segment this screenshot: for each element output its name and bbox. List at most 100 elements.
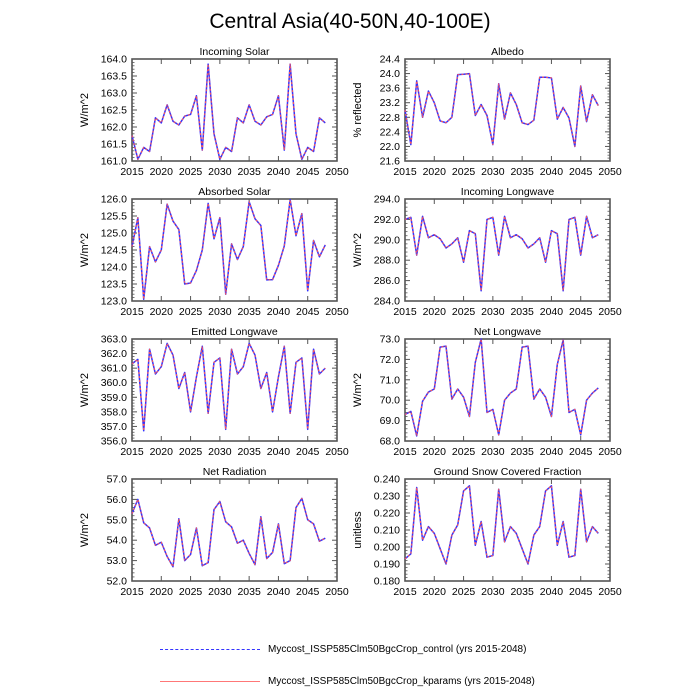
x-tick-label: 2045 (296, 446, 320, 458)
x-tick-label: 2015 (120, 446, 144, 458)
panel-net-radiation: Net Radiation 2015 2020 2025 2030 2035 2040 204… (79, 466, 349, 598)
x-tick-label: 2045 (296, 306, 320, 318)
series-line-control (131, 342, 326, 432)
x-tick-label: 2045 (569, 446, 593, 458)
x-tick-label: 2050 (598, 306, 622, 318)
legend-label-kparams: Myccost_ISSP585Clm50BgcCrop_kparams (yrs… (268, 675, 535, 687)
y-tick-label: 161.5 (101, 139, 127, 151)
plot-frame (131, 338, 338, 442)
x-tick-label: 2025 (179, 166, 203, 178)
y-tick-label: 284.0 (374, 296, 400, 308)
x-tick-label: 2040 (540, 306, 564, 318)
figure-title: Central Asia(40-50N,40-100E) (209, 10, 491, 33)
x-tick-label: 2035 (510, 446, 534, 458)
x-tick-label: 2035 (510, 586, 534, 598)
y-tick-label: 162.5 (101, 105, 127, 117)
panel-title: Emitted Longwave (191, 326, 278, 338)
y-axis-label: W/m^2 (352, 373, 364, 407)
x-tick-label: 2025 (179, 306, 203, 318)
x-tick-label: 2015 (120, 586, 144, 598)
x-tick-label: 2030 (208, 586, 232, 598)
plot-frame (404, 478, 611, 582)
x-tick-label: 2030 (481, 166, 505, 178)
y-tick-label: 68.0 (380, 436, 401, 448)
y-tick-label: 71.0 (380, 374, 401, 386)
x-tick-label: 2040 (267, 586, 291, 598)
y-tick-label: 0.190 (374, 559, 400, 571)
y-tick-label: 360.0 (101, 377, 127, 389)
plot-frame (131, 58, 338, 162)
y-tick-label: 359.0 (101, 392, 127, 404)
y-tick-label: 162.0 (101, 122, 127, 134)
panel-net-longwave: Net Longwave 2015 2020 2025 2030 2035 2040 2045… (352, 326, 622, 458)
legend-entry-kparams: Myccost_ISSP585Clm50BgcCrop_kparams (yrs… (160, 673, 535, 689)
y-tick-label: 0.200 (374, 542, 400, 554)
y-tick-label: 21.6 (380, 156, 401, 168)
panel-ground-snow-covered-fraction: Ground Snow Covered Fraction 2015 2020 2025… (352, 466, 622, 598)
plot-frame (404, 58, 611, 162)
x-tick-label: 2050 (325, 166, 349, 178)
x-tick-label: 2035 (237, 166, 261, 178)
plot-frame (131, 478, 338, 582)
y-tick-label: 22.0 (380, 141, 401, 153)
y-tick-label: 23.6 (380, 83, 401, 95)
plot-frame (404, 338, 611, 442)
y-tick-label: 52.0 (107, 576, 128, 588)
x-tick-label: 2045 (296, 166, 320, 178)
y-tick-label: 55.0 (107, 514, 128, 526)
x-tick-label: 2030 (481, 306, 505, 318)
y-tick-label: 72.0 (380, 354, 401, 366)
series-line-control (404, 215, 599, 292)
x-tick-label: 2025 (452, 306, 476, 318)
y-tick-label: 358.0 (101, 406, 127, 418)
y-axis-label: W/m^2 (352, 233, 364, 267)
x-tick-label: 2015 (393, 306, 417, 318)
y-tick-label: 70.0 (380, 395, 401, 407)
y-tick-label: 356.0 (101, 436, 127, 448)
legend-label-control: Myccost_ISSP585Clm50BgcCrop_control (yrs… (268, 643, 527, 655)
legend-swatch-kparams (160, 680, 260, 682)
y-tick-label: 22.8 (380, 112, 401, 124)
y-axis-label: W/m^2 (79, 93, 91, 127)
x-tick-label: 2030 (481, 446, 505, 458)
x-tick-label: 2040 (267, 446, 291, 458)
x-tick-label: 2035 (237, 586, 261, 598)
x-tick-label: 2025 (452, 586, 476, 598)
y-tick-label: 0.230 (374, 491, 400, 503)
panel-emitted-longwave: Emitted Longwave 2015 2020 2025 2030 2035 2040… (79, 326, 349, 458)
x-tick-label: 2020 (423, 446, 447, 458)
y-tick-label: 53.0 (107, 555, 128, 567)
x-tick-label: 2030 (208, 446, 232, 458)
x-tick-label: 2025 (179, 586, 203, 598)
y-tick-label: 288.0 (374, 255, 400, 267)
x-tick-label: 2050 (325, 306, 349, 318)
y-tick-label: 126.0 (101, 194, 127, 206)
y-tick-label: 0.220 (374, 508, 400, 520)
x-tick-label: 2020 (423, 586, 447, 598)
x-tick-label: 2030 (208, 306, 232, 318)
x-tick-label: 2045 (569, 166, 593, 178)
x-tick-label: 2050 (325, 586, 349, 598)
y-tick-label: 23.2 (380, 97, 401, 109)
y-tick-label: 69.0 (380, 415, 401, 427)
y-axis-label: unitless (352, 511, 364, 549)
x-tick-label: 2015 (393, 586, 417, 598)
y-axis-label: W/m^2 (79, 233, 91, 267)
series-line-kparams (404, 73, 599, 147)
plot-frame (404, 198, 611, 302)
y-tick-label: 124.5 (101, 245, 127, 257)
series-line-kparams (131, 199, 326, 300)
panel-title: Absorbed Solar (198, 186, 271, 198)
x-tick-label: 2050 (598, 166, 622, 178)
series-line-control (404, 485, 599, 565)
series-line-kparams (404, 485, 599, 565)
panel-title: Incoming Longwave (461, 186, 555, 198)
x-tick-label: 2040 (267, 166, 291, 178)
y-tick-label: 163.0 (101, 88, 127, 100)
x-tick-label: 2040 (540, 166, 564, 178)
y-tick-label: 163.5 (101, 71, 127, 83)
y-tick-label: 363.0 (101, 334, 127, 346)
x-tick-label: 2020 (150, 306, 174, 318)
y-tick-label: 57.0 (107, 474, 128, 486)
panel-title: Incoming Solar (199, 46, 270, 58)
